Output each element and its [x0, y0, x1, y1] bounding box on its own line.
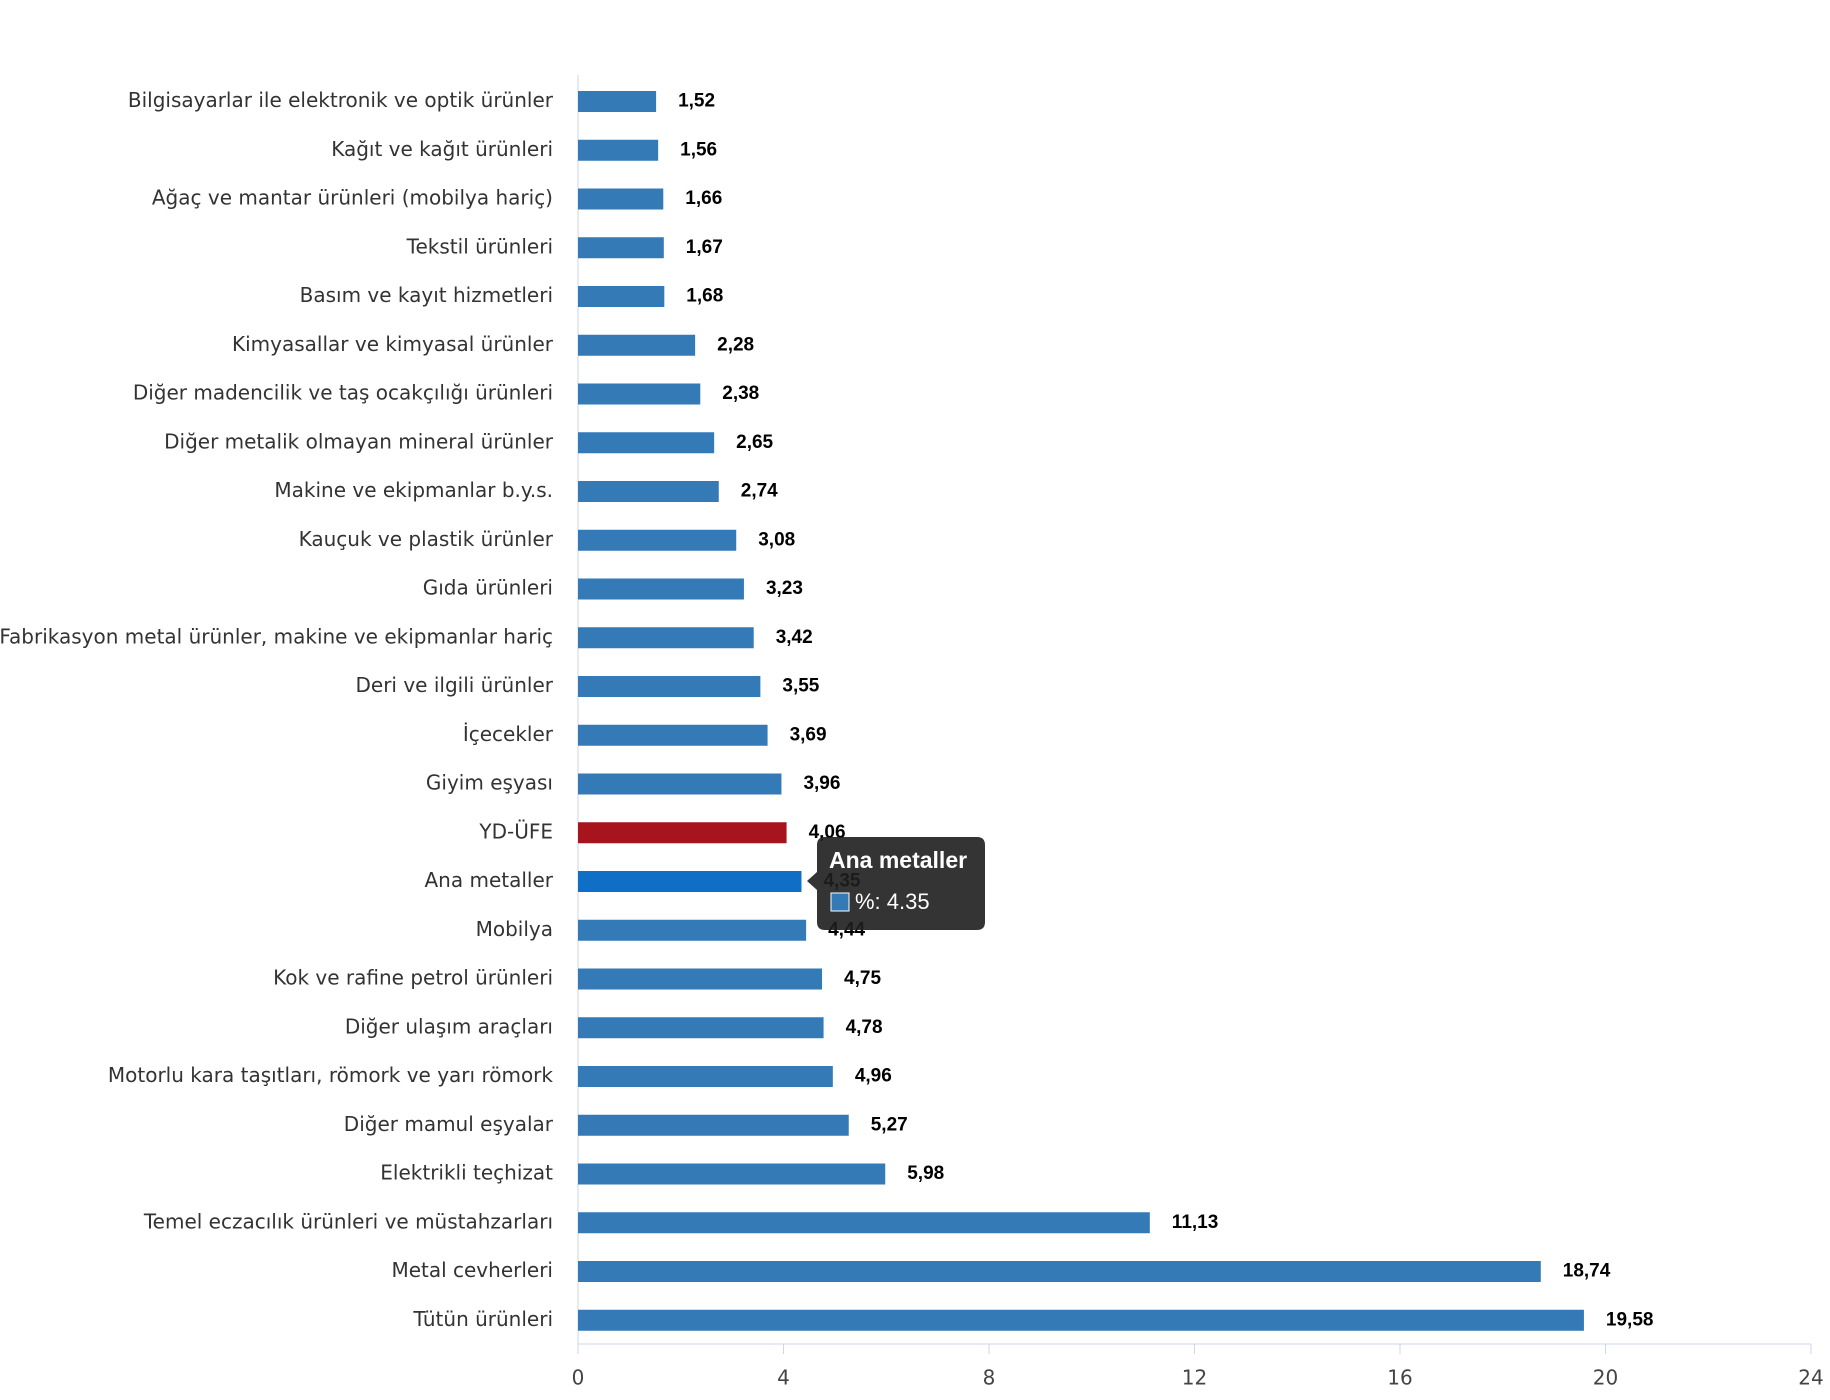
bar — [578, 139, 659, 161]
category-label: Ana metaller — [425, 868, 554, 892]
category-label: Kağıt ve kağıt ürünleri — [331, 137, 553, 161]
x-tick-label: 12 — [1182, 1366, 1207, 1390]
value-label: 4,78 — [846, 1017, 883, 1038]
category-label: Metal cevherleri — [391, 1258, 553, 1282]
category-label: Elektrikli teçhizat — [380, 1161, 553, 1185]
category-label: Giyim eşyası — [426, 771, 553, 795]
category-label: Tütün ürünleri — [412, 1307, 553, 1331]
value-label: 3,96 — [803, 773, 840, 794]
bar — [578, 1212, 1150, 1234]
bar — [578, 1017, 824, 1039]
value-label: 2,38 — [722, 383, 759, 404]
x-tick-label: 20 — [1593, 1366, 1618, 1390]
bar — [578, 432, 715, 454]
category-label: Temel eczacılık ürünleri ve müstahzarlar… — [143, 1209, 553, 1233]
value-label: 11,13 — [1172, 1212, 1219, 1233]
x-tick-label: 24 — [1798, 1366, 1823, 1390]
tooltip-title: Ana metaller — [829, 847, 967, 873]
category-label: Ağaç ve mantar ürünleri (mobilya hariç) — [152, 186, 553, 210]
bar — [578, 968, 823, 990]
category-label: Fabrikasyon metal ürünler, makine ve eki… — [0, 624, 553, 648]
tooltip-text: %: 4.35 — [855, 889, 930, 914]
bar — [578, 1066, 833, 1087]
category-label: Diğer madencilik ve taş ocakçılığı ürünl… — [133, 381, 553, 405]
tooltip-swatch — [830, 892, 850, 912]
tooltip: Ana metaller %: 4.35 — [807, 837, 985, 930]
category-label: Makine ve ekipmanlar b.y.s. — [274, 478, 553, 502]
bar — [578, 578, 744, 600]
tooltip-box — [807, 837, 985, 930]
bar — [578, 1309, 1584, 1331]
category-label: Diğer mamul eşyalar — [344, 1112, 554, 1136]
value-label: 5,98 — [907, 1163, 944, 1184]
bar — [578, 724, 768, 746]
category-label: Gıda ürünleri — [423, 576, 553, 600]
category-label: Basım ve kayıt hizmetleri — [300, 283, 553, 307]
value-label: 1,66 — [685, 188, 722, 209]
bar — [578, 1261, 1541, 1282]
category-label: Tekstil ürünleri — [406, 234, 553, 258]
value-label: 4,75 — [844, 968, 881, 989]
value-label: 3,69 — [790, 724, 827, 745]
category-label: Deri ve ilgili ürünler — [355, 673, 553, 697]
value-label: 2,28 — [717, 334, 754, 355]
value-label: 1,67 — [686, 237, 723, 258]
bar — [578, 237, 664, 259]
x-tick-label: 16 — [1387, 1366, 1412, 1390]
value-label: 5,27 — [871, 1114, 908, 1135]
category-label: Diğer metalik olmayan mineral ürünler — [164, 429, 554, 453]
value-label: 2,74 — [741, 481, 778, 502]
value-label: 19,58 — [1606, 1309, 1654, 1330]
category-label: İçecekler — [463, 722, 554, 746]
category-label: Motorlu kara taşıtları, römork ve yarı r… — [108, 1063, 554, 1087]
value-label: 3,23 — [766, 578, 803, 599]
bar — [578, 334, 696, 356]
value-label: 1,68 — [686, 286, 723, 307]
bar — [578, 1114, 849, 1136]
category-label: Bilgisayarlar ile elektronik ve optik ür… — [128, 88, 554, 112]
bar — [578, 676, 761, 697]
bar — [578, 919, 807, 941]
value-label: 2,65 — [736, 432, 773, 453]
value-label: 3,42 — [776, 627, 813, 648]
bar — [578, 627, 754, 649]
bar — [578, 91, 657, 112]
value-label: 1,56 — [680, 139, 717, 160]
x-tick-label: 0 — [572, 1366, 585, 1390]
x-tick-label: 8 — [983, 1366, 996, 1390]
category-label: YD-ÜFE — [478, 819, 553, 843]
x-tick-label: 4 — [777, 1366, 790, 1390]
bar — [578, 1163, 886, 1185]
value-label: 3,08 — [758, 529, 795, 550]
value-label: 4,96 — [855, 1066, 892, 1087]
bar — [578, 773, 782, 795]
bar — [578, 529, 737, 551]
category-label: Kimyasallar ve kimyasal ürünler — [232, 332, 554, 356]
bar — [578, 383, 701, 405]
bar — [578, 188, 664, 210]
value-label: 18,74 — [1563, 1261, 1611, 1282]
bar — [578, 871, 802, 892]
category-label: Kauçuk ve plastik ürünler — [299, 527, 554, 551]
category-label: Mobilya — [476, 917, 553, 941]
bar — [578, 481, 719, 502]
value-label: 1,52 — [678, 91, 715, 112]
category-label: Diğer ulaşım araçları — [345, 1014, 553, 1038]
value-label: 3,55 — [782, 676, 819, 697]
bar — [578, 822, 787, 844]
bar — [578, 286, 665, 307]
category-label: Kok ve rafine petrol ürünleri — [273, 966, 553, 990]
